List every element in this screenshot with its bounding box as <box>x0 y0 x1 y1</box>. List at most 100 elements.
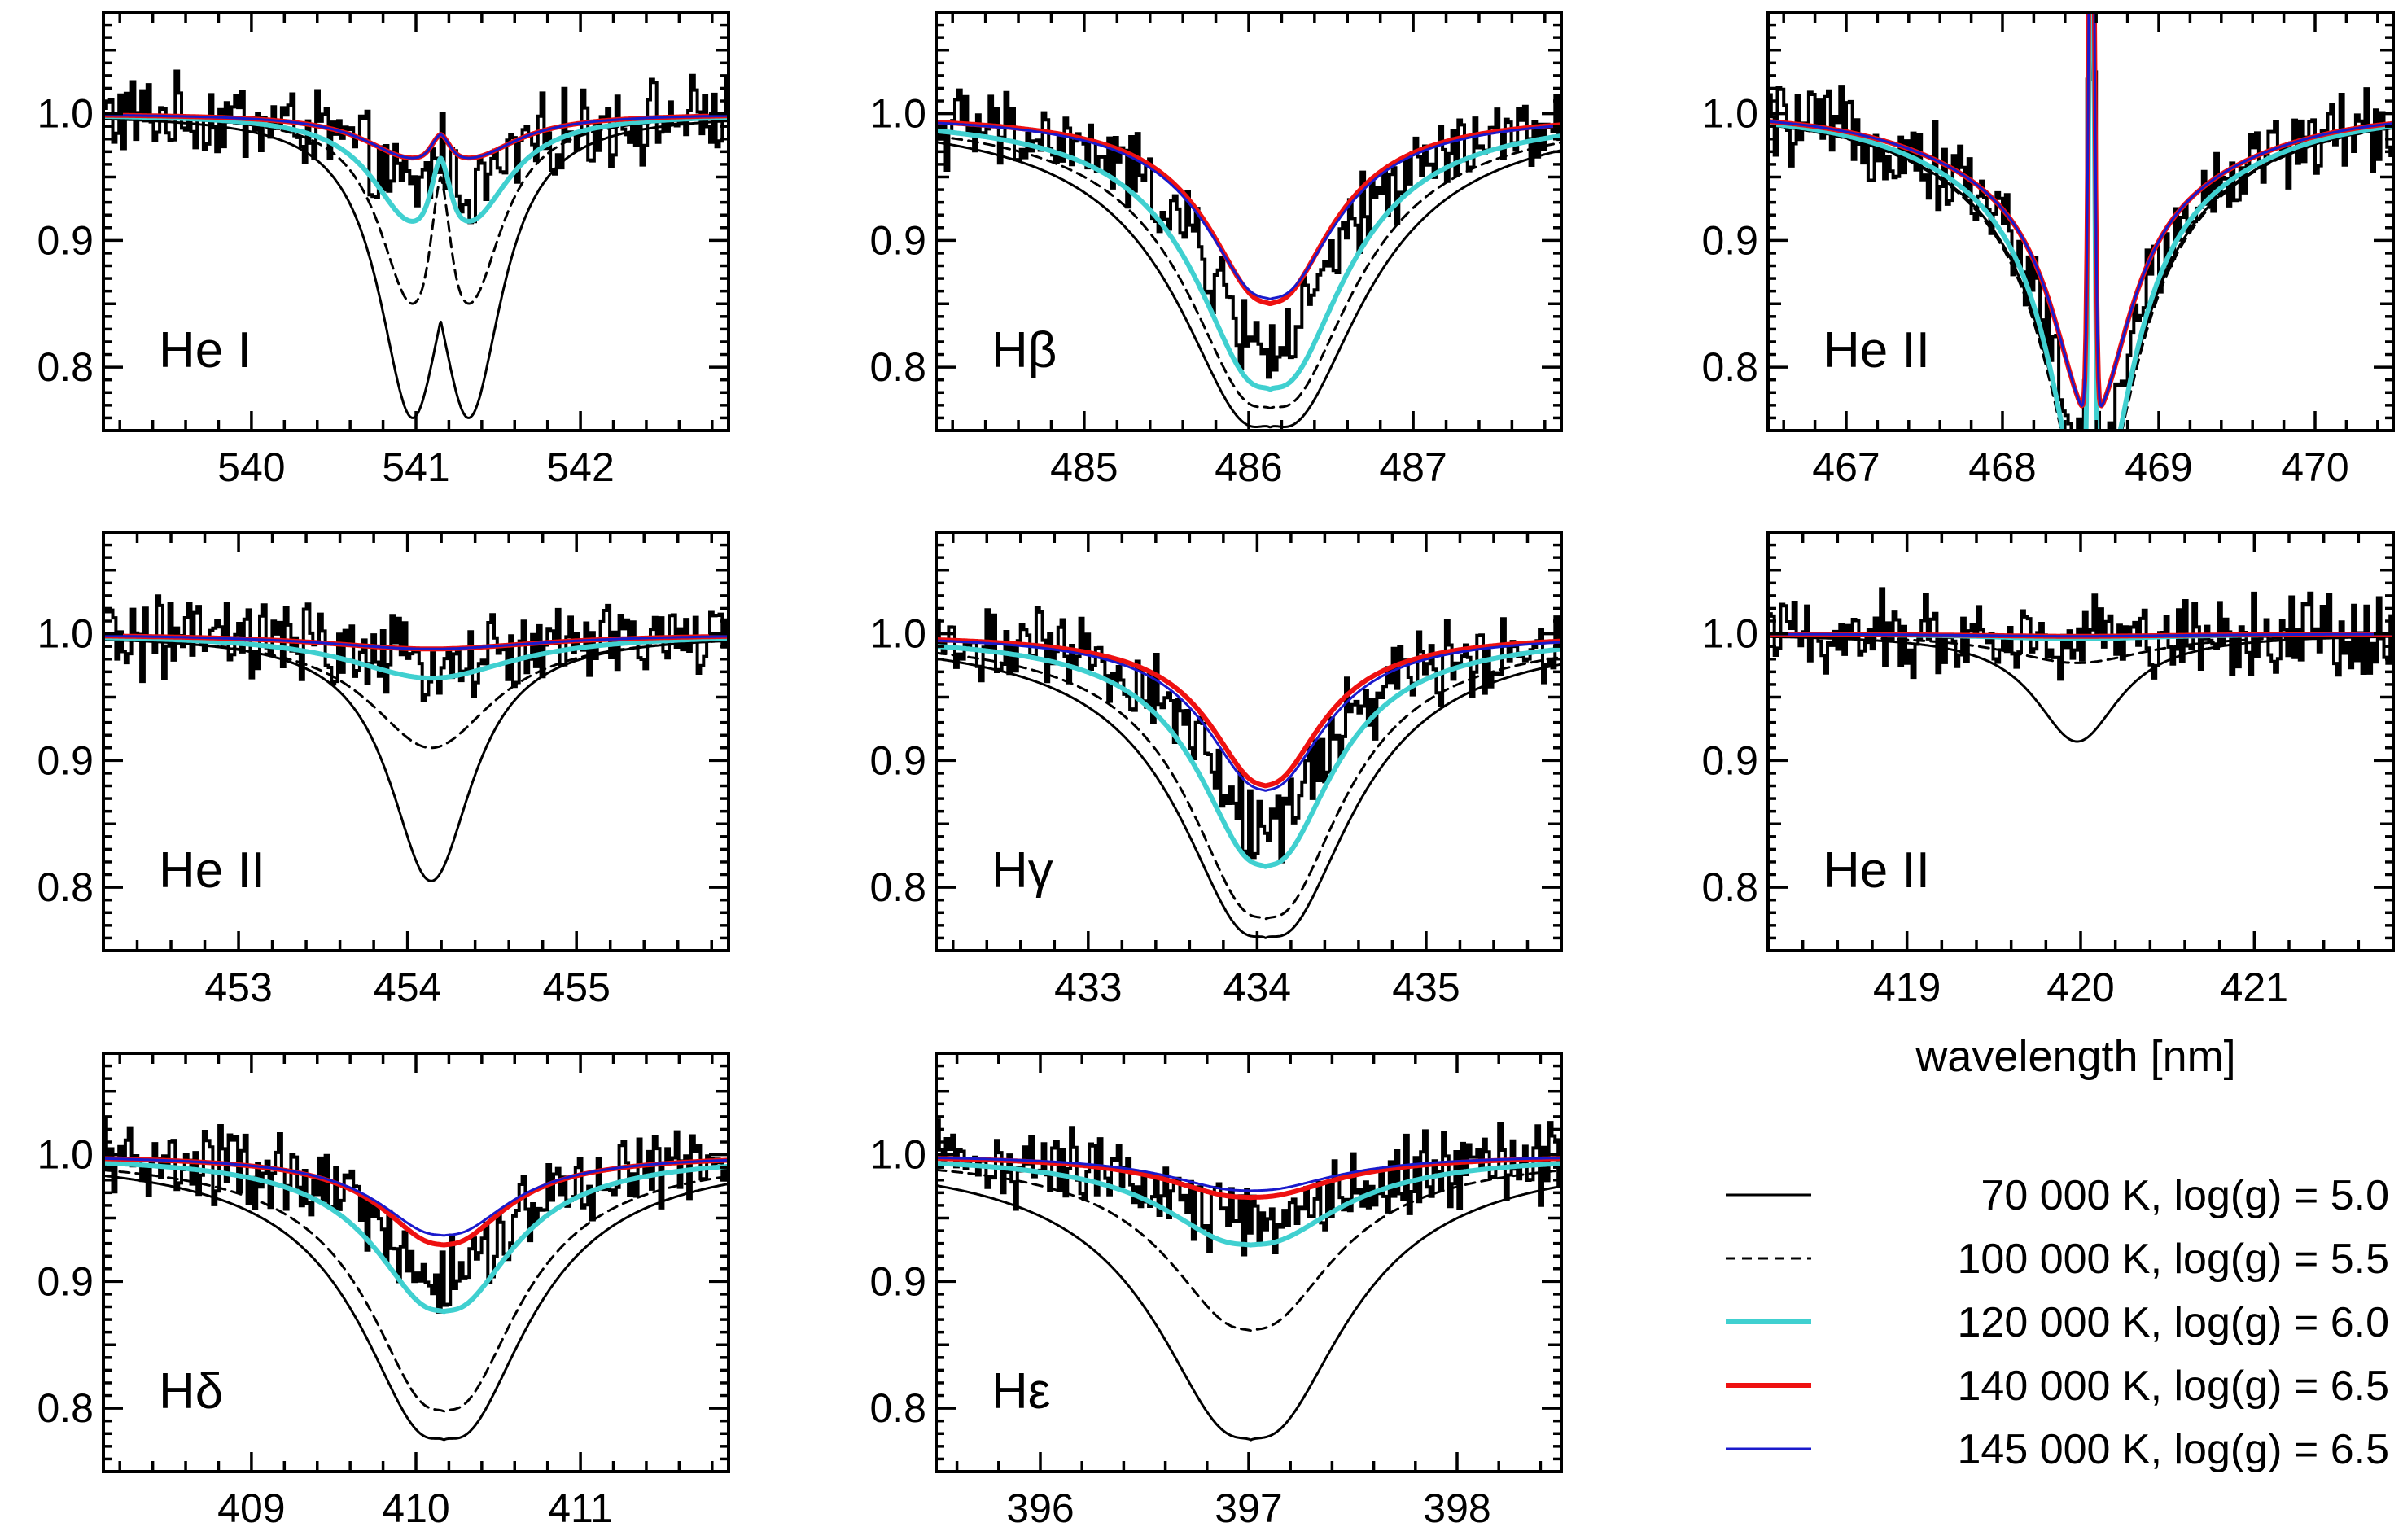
plot-area <box>103 594 729 882</box>
y-tick-label: 0.8 <box>37 864 94 910</box>
observed-spectrum <box>103 69 729 225</box>
y-tick-label: 0.8 <box>37 344 94 390</box>
model-m70 <box>103 1174 729 1442</box>
model-m140 <box>936 637 1561 789</box>
model-m120 <box>936 128 1561 392</box>
legend-label: 100 000 K, log(g) = 5.5 <box>1958 1236 2390 1283</box>
panel-frame <box>1766 11 2395 432</box>
legend-label: 70 000 K, log(g) = 5.0 <box>1981 1172 2389 1219</box>
legend-item-m145: 145 000 K, log(g) = 6.5 <box>1726 1426 2389 1473</box>
panels: 540 541 542 0.8 0.9 1.0 He I 485 486 487 0.8 0.9 1.0… <box>37 11 2395 1531</box>
plot-area <box>1768 587 2393 743</box>
model-m100 <box>103 1169 729 1413</box>
model-m100 <box>1768 634 2393 664</box>
y-tick-label: 0.9 <box>37 217 94 263</box>
y-tick-label: 1.0 <box>869 1132 926 1178</box>
panel-frame <box>102 531 730 952</box>
x-tick-label: 409 <box>217 1485 285 1531</box>
y-tick-label: 1.0 <box>869 91 926 137</box>
x-tick-label: 435 <box>1392 965 1460 1010</box>
panel-1: 540 541 542 0.8 0.9 1.0 He I <box>37 11 730 490</box>
x-tick-label: 470 <box>2281 444 2348 490</box>
panel-6: 419 420 421 0.8 0.9 1.0 He II <box>1701 531 2395 1010</box>
model-m120 <box>936 1161 1561 1248</box>
line-label: Hε <box>991 1363 1050 1420</box>
x-tick-label: 411 <box>548 1485 613 1531</box>
x-tick-label: 486 <box>1215 444 1282 490</box>
y-tick-label: 0.8 <box>37 1385 94 1431</box>
y-tick-label: 0.8 <box>869 1385 926 1431</box>
y-tick-label: 1.0 <box>1701 91 1758 137</box>
x-tick-label: 453 <box>204 965 272 1010</box>
x-tick-label: 397 <box>1215 1485 1282 1531</box>
model-m70 <box>936 1184 1561 1442</box>
legend-label: 145 000 K, log(g) = 6.5 <box>1958 1426 2390 1473</box>
line-label: He I <box>159 322 252 378</box>
x-tick-label: 455 <box>542 965 610 1010</box>
plot-area <box>103 1116 729 1442</box>
line-label: Hγ <box>991 842 1053 899</box>
legend: 70 000 K, log(g) = 5.0 100 000 K, log(g) … <box>1726 1172 2389 1473</box>
model-m100 <box>936 1168 1561 1332</box>
y-tick-label: 0.8 <box>1701 864 1758 910</box>
plot-area <box>936 88 1561 429</box>
line-label: He II <box>159 842 265 899</box>
y-tick-label: 0.9 <box>1701 217 1758 263</box>
model-m70 <box>1768 635 2393 743</box>
model-m120 <box>103 1160 729 1315</box>
model-m145 <box>1768 632 2393 638</box>
x-tick-label: 467 <box>1812 444 1880 490</box>
line-label: Hδ <box>159 1363 223 1420</box>
y-tick-label: 1.0 <box>37 1132 94 1178</box>
x-tick-label: 421 <box>2221 965 2288 1010</box>
y-tick-label: 1.0 <box>869 611 926 657</box>
x-tick-label: 487 <box>1379 444 1447 490</box>
x-tick-label: 468 <box>1968 444 2036 490</box>
x-tick-label: 540 <box>217 444 285 490</box>
panel-5: 433 434 435 0.8 0.9 1.0 Hγ <box>869 531 1563 1010</box>
observed-spectrum <box>103 1116 729 1314</box>
x-tick-label: 396 <box>1006 1485 1074 1531</box>
model-m145 <box>936 121 1561 300</box>
panel-4: 453 454 455 0.8 0.9 1.0 He II <box>37 531 730 1010</box>
model-m100 <box>936 134 1561 409</box>
y-tick-label: 0.9 <box>1701 737 1758 783</box>
legend-item-m70: 70 000 K, log(g) = 5.0 <box>1726 1172 2389 1219</box>
x-tick-label: 469 <box>2125 444 2192 490</box>
x-tick-label: 434 <box>1223 965 1291 1010</box>
plot-area <box>103 69 729 419</box>
legend-label: 120 000 K, log(g) = 6.0 <box>1958 1299 2390 1346</box>
model-m70 <box>936 141 1561 429</box>
x-tick-label: 433 <box>1054 965 1122 1010</box>
panel-7: 409 410 411 0.8 0.9 1.0 Hδ <box>37 1052 730 1531</box>
panel-2: 485 486 487 0.8 0.9 1.0 Hβ <box>869 11 1563 490</box>
model-m145 <box>1768 12 2393 408</box>
y-tick-label: 0.8 <box>1701 344 1758 390</box>
legend-item-m120: 120 000 K, log(g) = 6.0 <box>1726 1299 2389 1346</box>
plot-area <box>936 1118 1561 1442</box>
observed-spectrum <box>936 1118 1561 1257</box>
model-m100 <box>1768 12 2393 431</box>
y-tick-label: 1.0 <box>1701 611 1758 657</box>
model-m120 <box>1768 12 2393 431</box>
legend-item-m140: 140 000 K, log(g) = 6.5 <box>1726 1363 2389 1410</box>
model-m120 <box>103 635 729 681</box>
model-m145 <box>103 1157 729 1237</box>
plot-area <box>1768 12 2393 431</box>
legend-item-m100: 100 000 K, log(g) = 5.5 <box>1726 1236 2389 1283</box>
line-label: He II <box>1823 842 1930 899</box>
model-m100 <box>936 651 1561 921</box>
model-m70 <box>936 657 1561 939</box>
x-tick-label: 419 <box>1873 965 1941 1010</box>
line-label: He II <box>1823 322 1930 378</box>
y-tick-label: 1.0 <box>37 611 94 657</box>
x-tick-label: 541 <box>382 444 449 490</box>
y-tick-label: 1.0 <box>37 91 94 137</box>
model-m145 <box>936 639 1561 792</box>
x-tick-label: 485 <box>1050 444 1118 490</box>
model-m145 <box>936 1157 1561 1192</box>
y-tick-label: 0.9 <box>869 217 926 263</box>
panel-8: 396 397 398 0.8 0.9 1.0 Hε <box>869 1052 1563 1531</box>
model-m120 <box>103 113 729 224</box>
